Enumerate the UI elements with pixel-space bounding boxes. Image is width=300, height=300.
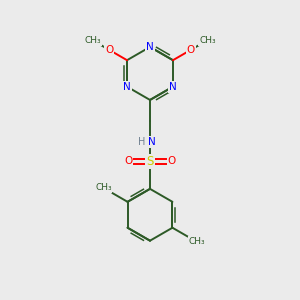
Text: H: H: [138, 137, 146, 147]
Text: N: N: [146, 42, 154, 52]
Text: O: O: [187, 45, 195, 55]
Text: N: N: [148, 137, 156, 147]
Text: S: S: [146, 155, 154, 168]
Text: CH₃: CH₃: [84, 36, 101, 45]
Text: CH₃: CH₃: [95, 183, 112, 192]
Text: N: N: [123, 82, 131, 92]
Text: N: N: [169, 82, 177, 92]
Text: CH₃: CH₃: [188, 237, 205, 246]
Text: O: O: [124, 157, 132, 166]
Text: O: O: [168, 157, 176, 166]
Text: O: O: [105, 45, 113, 55]
Text: CH₃: CH₃: [199, 36, 216, 45]
